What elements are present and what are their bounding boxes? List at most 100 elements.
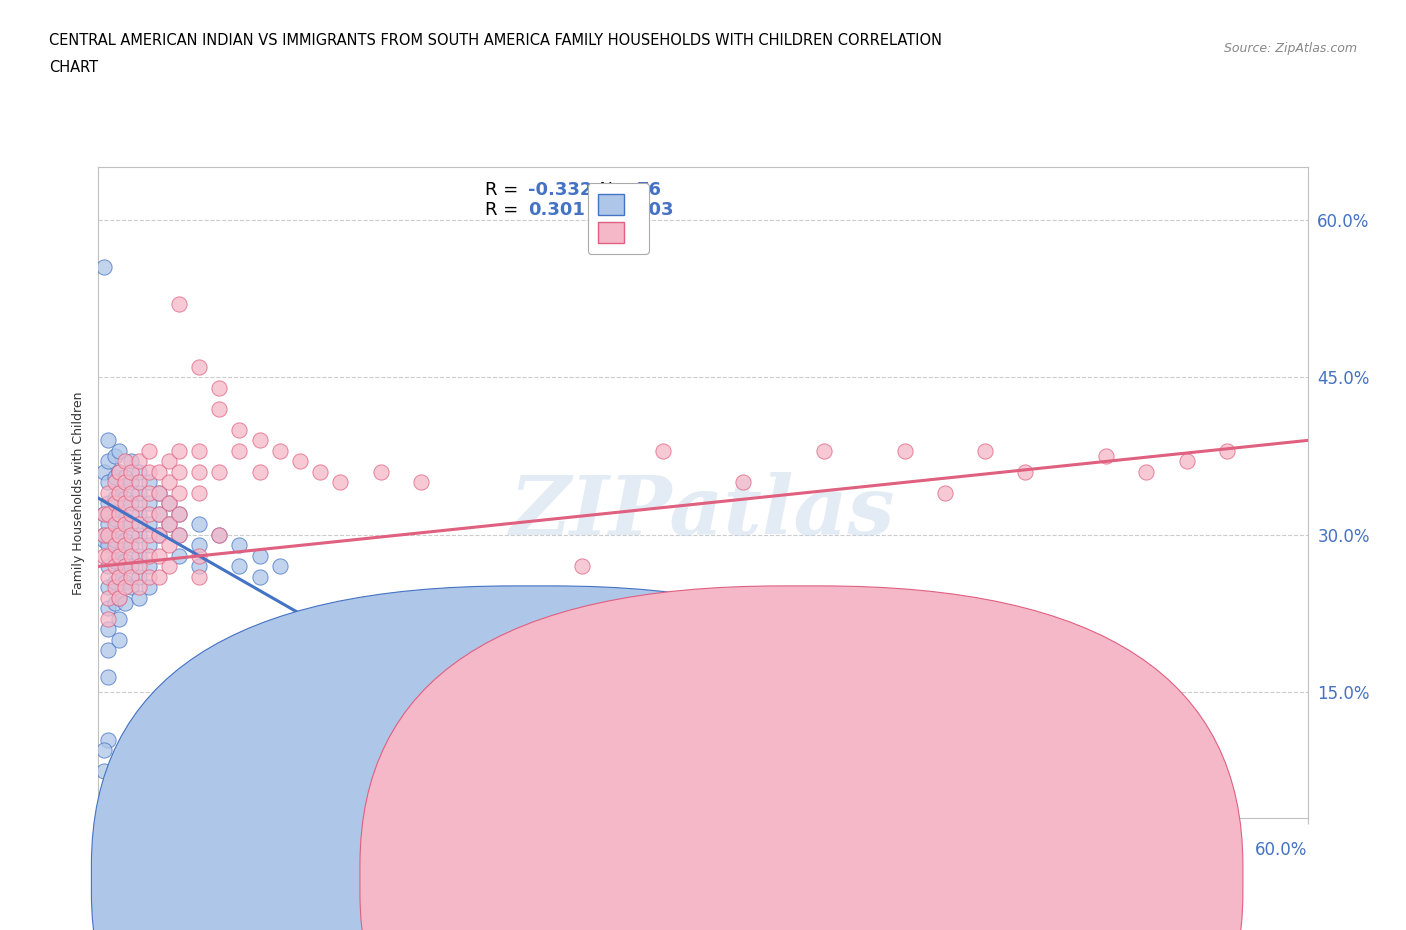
- Point: [114, 470, 136, 485]
- Point: [128, 496, 150, 511]
- Point: [120, 559, 142, 574]
- Point: [138, 444, 160, 458]
- Text: ZIPatlas: ZIPatlas: [510, 472, 896, 552]
- Point: [114, 580, 136, 595]
- Point: [893, 444, 915, 458]
- Point: [491, 632, 513, 647]
- Point: [107, 485, 129, 500]
- Point: [157, 559, 180, 574]
- Text: CENTRAL AMERICAN INDIAN VS IMMIGRANTS FROM SOUTH AMERICA FAMILY HOUSEHOLDS WITH : CENTRAL AMERICAN INDIAN VS IMMIGRANTS FR…: [49, 33, 942, 47]
- Point: [167, 549, 190, 564]
- Point: [97, 559, 120, 574]
- Point: [103, 538, 125, 552]
- Point: [128, 475, 150, 490]
- Text: Source: ZipAtlas.com: Source: ZipAtlas.com: [1223, 42, 1357, 55]
- Text: 60.0%: 60.0%: [1256, 841, 1308, 858]
- Point: [97, 527, 120, 542]
- Point: [148, 527, 170, 542]
- Point: [97, 591, 120, 605]
- Point: [128, 538, 150, 552]
- Point: [107, 507, 129, 522]
- Point: [120, 464, 142, 479]
- Point: [148, 569, 170, 584]
- Text: 76: 76: [637, 181, 661, 199]
- Point: [120, 517, 142, 532]
- Point: [188, 444, 211, 458]
- Point: [329, 475, 352, 490]
- Point: [138, 464, 160, 479]
- Point: [128, 464, 150, 479]
- Point: [93, 464, 115, 479]
- Point: [269, 444, 291, 458]
- Point: [249, 549, 271, 564]
- Point: [288, 611, 311, 626]
- Point: [120, 569, 142, 584]
- Point: [103, 512, 125, 526]
- Point: [107, 485, 129, 500]
- Point: [188, 517, 211, 532]
- Point: [349, 643, 371, 658]
- Point: [120, 496, 142, 511]
- Point: [93, 259, 115, 274]
- Point: [93, 507, 115, 522]
- Point: [1135, 464, 1157, 479]
- Point: [208, 402, 231, 417]
- Point: [309, 464, 332, 479]
- Point: [148, 464, 170, 479]
- Point: [813, 444, 835, 458]
- Text: Immigrants from South America: Immigrants from South America: [827, 871, 1049, 886]
- Point: [188, 360, 211, 375]
- Point: [103, 517, 125, 532]
- Point: [208, 527, 231, 542]
- Point: [733, 475, 755, 490]
- Point: [157, 517, 180, 532]
- Point: [120, 485, 142, 500]
- Point: [107, 527, 129, 542]
- Point: [1216, 444, 1239, 458]
- Point: [97, 643, 120, 658]
- Point: [370, 464, 392, 479]
- Point: [103, 596, 125, 611]
- Point: [249, 433, 271, 448]
- Text: N =: N =: [588, 181, 640, 199]
- Text: -0.332: -0.332: [527, 181, 592, 199]
- Point: [138, 549, 160, 564]
- Point: [114, 538, 136, 552]
- Text: N =: N =: [588, 201, 640, 219]
- Point: [138, 507, 160, 522]
- Point: [228, 444, 250, 458]
- Point: [188, 549, 211, 564]
- Point: [188, 538, 211, 552]
- Point: [107, 611, 129, 626]
- Point: [114, 553, 136, 568]
- Point: [148, 507, 170, 522]
- Point: [128, 591, 150, 605]
- Point: [167, 485, 190, 500]
- Point: [188, 464, 211, 479]
- Point: [228, 538, 250, 552]
- Point: [107, 569, 129, 584]
- Point: [167, 527, 190, 542]
- Point: [1175, 454, 1198, 469]
- Point: [249, 569, 271, 584]
- Point: [148, 549, 170, 564]
- Point: [120, 527, 142, 542]
- Point: [249, 638, 271, 653]
- Point: [167, 527, 190, 542]
- Point: [157, 538, 180, 552]
- Point: [93, 507, 115, 522]
- Point: [288, 632, 311, 647]
- Point: [1095, 448, 1118, 463]
- Point: [128, 454, 150, 469]
- Point: [107, 549, 129, 564]
- Point: [97, 601, 120, 616]
- Point: [97, 569, 120, 584]
- Point: [97, 538, 120, 552]
- Point: [228, 422, 250, 437]
- Point: [107, 464, 129, 479]
- Point: [269, 559, 291, 574]
- Text: R =: R =: [485, 181, 524, 199]
- Point: [138, 559, 160, 574]
- Point: [114, 496, 136, 511]
- Point: [128, 507, 150, 522]
